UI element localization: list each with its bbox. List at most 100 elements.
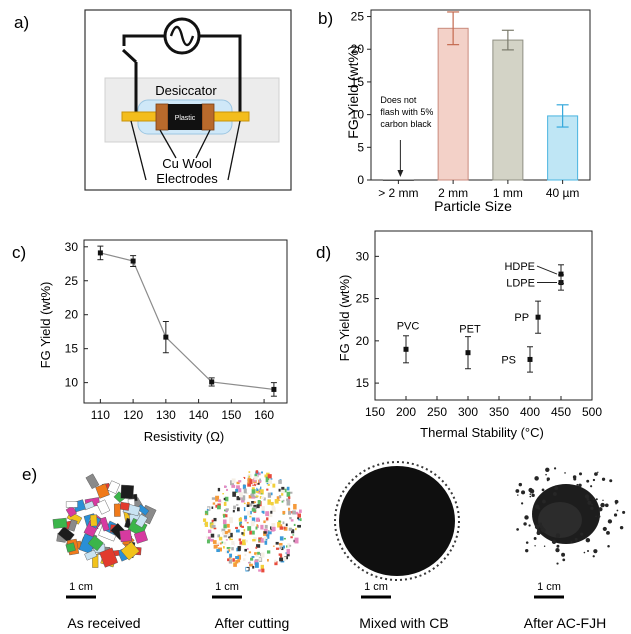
plastic-confetti bbox=[211, 525, 216, 528]
plastic-confetti bbox=[256, 525, 259, 529]
graphene-particle bbox=[545, 473, 547, 476]
plastic-confetti bbox=[269, 526, 273, 530]
plastic-confetti bbox=[251, 517, 256, 523]
plastic-confetti bbox=[264, 474, 267, 478]
plastic-confetti bbox=[259, 489, 264, 495]
plastic-flake bbox=[85, 473, 100, 490]
plastic-confetti bbox=[265, 554, 268, 556]
plastic-confetti bbox=[243, 529, 246, 532]
plastic-confetti bbox=[239, 521, 243, 524]
chart-d-ytick-label: 15 bbox=[356, 376, 370, 390]
plastic-confetti bbox=[281, 500, 284, 503]
plastic-confetti bbox=[223, 535, 228, 538]
plastic-confetti bbox=[213, 517, 217, 522]
plastic-confetti bbox=[265, 538, 268, 541]
graphene-particle bbox=[516, 528, 519, 531]
plastic-confetti bbox=[289, 517, 292, 520]
graphene-particle bbox=[534, 545, 536, 547]
chart-d-axes-box bbox=[374, 230, 593, 401]
plastic-confetti bbox=[212, 522, 216, 525]
plastic-confetti bbox=[225, 550, 229, 554]
plastic-confetti bbox=[215, 541, 219, 545]
plastic-confetti bbox=[213, 544, 218, 549]
electrode-left bbox=[121, 111, 159, 122]
plastic-confetti bbox=[272, 545, 275, 547]
graphene-particle bbox=[593, 549, 598, 554]
chart-d-point-label: PP bbox=[514, 312, 529, 324]
plastic-flake bbox=[65, 542, 76, 553]
plastic-confetti bbox=[246, 567, 249, 571]
plastic-confetti bbox=[271, 523, 276, 529]
plastic-confetti bbox=[263, 536, 268, 542]
plastic-flake bbox=[52, 517, 68, 529]
plastic-confetti bbox=[217, 534, 220, 538]
graphene-particle bbox=[602, 526, 607, 532]
graphene-particle bbox=[539, 525, 544, 529]
plastic-confetti bbox=[297, 518, 301, 521]
plastic-confetti bbox=[248, 551, 252, 554]
caption-mixed-with-cb: Mixed with CB bbox=[359, 615, 448, 631]
plastic-confetti bbox=[255, 489, 259, 493]
plastic-confetti bbox=[232, 491, 236, 497]
plastic-confetti bbox=[255, 493, 258, 497]
plastic-confetti bbox=[291, 529, 295, 534]
plastic-confetti bbox=[281, 492, 284, 496]
chart-d-point bbox=[535, 314, 541, 320]
plastic-flake bbox=[120, 484, 134, 500]
plastic-confetti bbox=[271, 505, 275, 508]
plastic-confetti bbox=[211, 506, 214, 509]
graphene-particle bbox=[561, 552, 566, 557]
graphene-particle bbox=[529, 495, 532, 498]
graphene-particle bbox=[600, 502, 605, 508]
plastic-confetti bbox=[223, 501, 227, 506]
graphene-particle bbox=[592, 478, 596, 482]
plastic-confetti bbox=[249, 530, 252, 535]
graphene-particle bbox=[562, 558, 566, 562]
graphene-particle bbox=[555, 533, 561, 538]
graphene-particle bbox=[554, 486, 559, 491]
plastic-confetti bbox=[260, 524, 264, 530]
caption-as-received: As received bbox=[67, 615, 140, 631]
plastic-confetti bbox=[294, 537, 299, 544]
chart-d-point-label: PS bbox=[501, 354, 516, 366]
plastic-confetti bbox=[285, 523, 288, 527]
plastic-confetti bbox=[260, 538, 265, 543]
graphene-particle bbox=[601, 477, 606, 481]
plastic-confetti bbox=[281, 546, 284, 551]
chart-d-xtick-label: 500 bbox=[582, 405, 602, 419]
plastic-confetti bbox=[222, 519, 227, 525]
chart-b-xtick-label: 40 µm bbox=[546, 186, 580, 200]
plastic-confetti bbox=[227, 529, 231, 533]
plastic-confetti bbox=[235, 529, 240, 533]
plastic-confetti bbox=[290, 536, 293, 539]
plastic-confetti bbox=[217, 503, 221, 507]
plastic-confetti bbox=[274, 559, 277, 563]
plastic-confetti bbox=[239, 517, 242, 519]
plastic-confetti bbox=[282, 556, 287, 561]
plastic-confetti bbox=[222, 493, 224, 495]
plastic-confetti bbox=[243, 502, 246, 505]
chart-particle-size: 0 5 10 15 20 25 > 2 mm 2 mm 1 mm 40 µm Does not fla… bbox=[351, 9, 591, 200]
plastic-confetti bbox=[279, 546, 283, 550]
plastic-confetti bbox=[244, 515, 248, 520]
plastic-confetti bbox=[259, 478, 262, 482]
scale-label-4: 1 cm bbox=[537, 581, 561, 593]
plastic-confetti bbox=[248, 503, 253, 507]
graphene-particle bbox=[616, 509, 619, 512]
plastic-confetti bbox=[252, 530, 255, 535]
plastic-confetti bbox=[217, 487, 221, 492]
chart-c-xtick-label: 110 bbox=[91, 408, 110, 422]
plastic-confetti bbox=[253, 501, 257, 504]
graphene-particle bbox=[528, 524, 531, 527]
chart-c-point bbox=[209, 379, 215, 385]
chart-b-annotation: Does not bbox=[380, 95, 417, 105]
plastic-confetti bbox=[248, 473, 252, 478]
graphene-particle bbox=[542, 499, 546, 504]
photo-after-ac-fjh bbox=[515, 467, 626, 565]
graphene-particle bbox=[607, 544, 610, 548]
plastic-confetti bbox=[262, 511, 265, 514]
plastic-confetti bbox=[236, 481, 240, 485]
plastic-confetti bbox=[235, 474, 238, 479]
plastic-confetti bbox=[236, 496, 241, 501]
